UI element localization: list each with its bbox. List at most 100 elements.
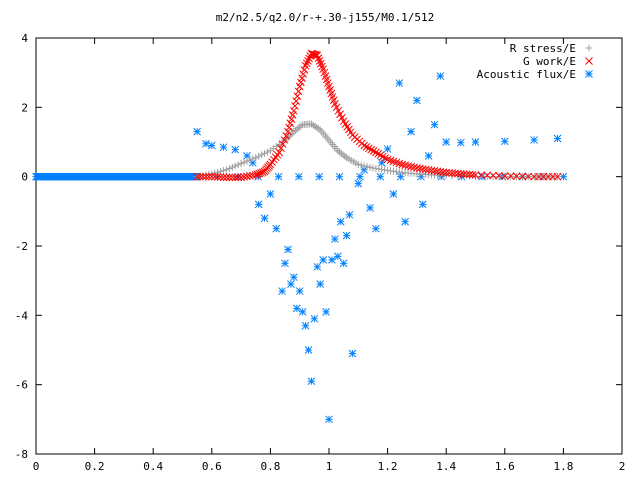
axis-ticks: 0 0.2 0.4 0.6 0.8 1 1.2 1.4 1.6 1.8 2 -8 -6 -4 -2 0 2 4 [15, 32, 626, 473]
data-point [301, 321, 310, 330]
data-point [495, 173, 503, 181]
data-point [404, 162, 412, 170]
data-point [248, 158, 257, 167]
data-point [274, 172, 283, 181]
data-point [325, 415, 333, 424]
data-point [307, 120, 315, 128]
data-point [398, 160, 407, 169]
data-point [287, 280, 295, 288]
data-point [310, 314, 319, 323]
data-point [369, 147, 378, 155]
data-point [389, 190, 398, 198]
data-point [234, 173, 243, 182]
data-point [219, 143, 228, 152]
y-tick-label: -6 [15, 379, 28, 392]
data-point [298, 308, 307, 316]
data-point [225, 164, 233, 172]
legend-label: Acoustic flux/E [477, 68, 576, 81]
data-point [500, 137, 509, 146]
data-point [231, 162, 239, 170]
data-point [356, 172, 364, 181]
data-point [220, 167, 228, 175]
data-point [207, 141, 216, 150]
data-point [290, 128, 298, 136]
data-point [381, 154, 390, 162]
data-point [367, 145, 376, 154]
data-point [456, 170, 465, 178]
data-point [304, 346, 313, 354]
data-point [524, 172, 533, 181]
x-tick-label: 1.8 [553, 460, 573, 473]
y-tick-label: -2 [15, 240, 28, 253]
series-2 [193, 72, 562, 424]
data-point [342, 231, 351, 240]
data-point [199, 172, 207, 181]
chart-title: m2/n2.5/q2.0/r-+.30-j155/M0.1/512 [216, 11, 435, 24]
data-point [295, 172, 303, 181]
data-point [336, 148, 344, 156]
data-point [272, 224, 281, 233]
data-point [401, 161, 410, 170]
data-point [462, 170, 471, 179]
data-point [376, 172, 385, 181]
data-point [333, 252, 342, 261]
data-point [277, 144, 285, 153]
data-point [559, 172, 568, 181]
data-point [307, 377, 316, 386]
data-point [311, 122, 319, 130]
data-point [354, 179, 363, 188]
data-point [263, 148, 271, 156]
data-point [234, 161, 242, 169]
data-point [395, 79, 404, 87]
data-point [383, 145, 392, 153]
data-point [205, 172, 213, 181]
x-tick-label: 1.4 [436, 460, 456, 473]
x-tick-label: 1 [326, 460, 333, 473]
y-tick-label: -8 [15, 448, 28, 461]
data-point [313, 51, 322, 60]
data-point [396, 172, 405, 181]
data-point [228, 163, 236, 171]
data-point [293, 125, 301, 133]
data-point [289, 273, 298, 282]
legend-marker [585, 57, 593, 65]
data-point [222, 173, 231, 182]
x-tick-label: 0.2 [85, 460, 105, 473]
data-point [292, 126, 300, 134]
data-point [294, 87, 303, 96]
series-1 [193, 49, 562, 182]
data-point [442, 138, 451, 146]
data-point [301, 61, 310, 70]
data-point [315, 172, 324, 181]
data-point [261, 149, 269, 157]
x-tick-label: 0.6 [202, 460, 222, 473]
data-point [348, 349, 357, 358]
data-point [196, 172, 204, 181]
data-point [266, 190, 275, 198]
data-point [295, 287, 304, 295]
data-point [302, 59, 311, 68]
data-point [293, 92, 302, 101]
x-tick-label: 0 [33, 460, 40, 473]
data-point [456, 138, 465, 147]
data-point [193, 172, 202, 181]
data-point [202, 172, 210, 181]
data-point [477, 172, 485, 180]
data-point [216, 173, 225, 181]
data-point [316, 59, 325, 68]
data-point [407, 127, 415, 136]
data-point [334, 147, 342, 155]
legend-marker [585, 70, 593, 78]
data-point [219, 173, 228, 182]
data-point [313, 124, 321, 132]
data-point [249, 155, 257, 163]
legend-label: G work/E [523, 55, 576, 68]
data-point [407, 162, 415, 171]
data-point [483, 172, 491, 180]
y-tick-label: 0 [21, 171, 28, 184]
x-tick-label: 0.8 [260, 460, 280, 473]
data-point [363, 163, 371, 171]
x-tick-label: 0.4 [143, 460, 163, 473]
data-point [278, 287, 286, 295]
